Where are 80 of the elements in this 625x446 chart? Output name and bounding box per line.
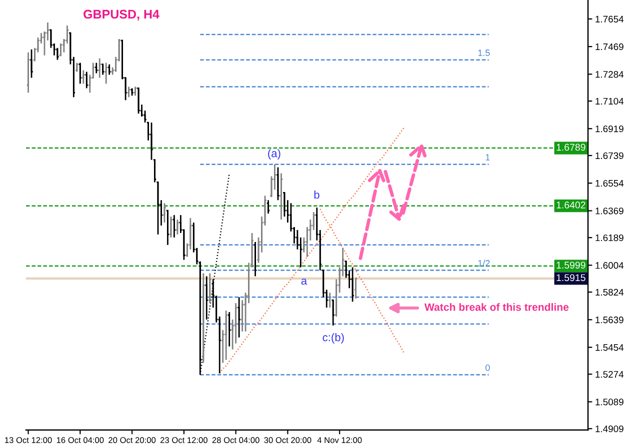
annotation: (a)	[268, 149, 280, 160]
candlestick	[100, 64, 105, 76]
candlestick	[276, 166, 280, 201]
candlestick	[266, 199, 270, 214]
y-tick-label: 1.6004	[596, 262, 624, 269]
y-tick-label: 1.6554	[596, 180, 624, 187]
y-tick-label: 1.7469	[596, 43, 624, 50]
candlestick	[156, 182, 160, 236]
y-tick-label: 1.5639	[596, 316, 624, 324]
y-tick-label: 1.5274	[596, 371, 624, 378]
x-tick-label: 23 Oct 12:00	[160, 437, 208, 444]
annotation: Watch break of this trendline	[424, 303, 569, 311]
candlestick	[201, 272, 206, 364]
x-tick-label: 16 Oct 04:00	[56, 437, 104, 444]
candlestick	[126, 86, 131, 98]
candlestick	[84, 71, 89, 89]
candlestick	[298, 236, 303, 268]
y-tick-label: 1.7654	[596, 16, 624, 22]
y-tick-label: 1.5089	[596, 398, 624, 406]
candlestick	[48, 29, 54, 49]
candlestick	[55, 47, 60, 61]
candlestick	[81, 70, 86, 84]
candlestick	[227, 311, 232, 348]
candlestick	[162, 202, 167, 224]
candlestick	[29, 48, 34, 78]
candlestick	[208, 272, 212, 304]
x-tick-label: 30 Oct 20:00	[264, 437, 312, 444]
candlestick	[312, 211, 316, 231]
candlestick	[331, 299, 336, 326]
candlestick	[136, 88, 141, 114]
x-tick-label: 20 Oct 20:00	[108, 437, 156, 444]
ref-line-label: 1.6402	[556, 202, 586, 208]
candlestick	[204, 276, 209, 320]
candlestick	[224, 310, 228, 361]
ref-line-label: 1.5915	[556, 274, 586, 282]
candlestick	[107, 64, 112, 76]
x-tick-label: 28 Oct 04:00	[212, 437, 260, 444]
y-tick-label: 1.6189	[596, 234, 624, 242]
candlestick	[98, 58, 102, 78]
candlestick	[240, 299, 244, 332]
candlestick	[58, 42, 63, 56]
x-tick-label: 4 Nov 12:00	[317, 437, 362, 444]
candlestick	[282, 192, 287, 218]
candlestick	[350, 266, 355, 302]
y-tick-label: 1.6369	[596, 208, 624, 214]
candlestick	[168, 216, 174, 238]
candlestick	[279, 172, 284, 220]
ref-line-label: 1.6789	[556, 144, 586, 151]
series-label: 0	[485, 364, 490, 371]
annotation: a	[301, 278, 308, 285]
series-label: 1	[486, 154, 490, 160]
y-tick-label: 1.5454	[596, 344, 624, 351]
annotation: b	[314, 190, 320, 199]
text: GBPUSD, H4	[84, 10, 160, 20]
y-tick-label: 1.4909	[596, 425, 624, 432]
candlestick	[94, 62, 98, 74]
candlestick	[65, 24, 70, 44]
x-tick-label: 13 Oct 12:00	[5, 437, 52, 444]
candlestick	[104, 62, 108, 84]
candlestick	[166, 210, 170, 246]
ref-line-label: 1.5999	[556, 262, 586, 269]
y-tick-label: 1.7104	[596, 98, 624, 105]
candlestick	[354, 277, 358, 300]
y-tick-label: 1.6739	[596, 152, 624, 160]
candlestick	[237, 296, 242, 338]
y-tick-label: 1.6919	[596, 125, 624, 132]
line-series	[218, 126, 406, 374]
candlestick	[295, 229, 300, 250]
annotation: c:(b)	[322, 333, 344, 344]
candlestick	[26, 52, 30, 94]
candlestick	[78, 62, 82, 84]
y-tick-label: 1.5824	[596, 288, 624, 296]
candlestick	[253, 241, 258, 277]
candlestick	[175, 218, 180, 236]
y-tick-label: 1.7284	[596, 71, 624, 78]
candlestick	[269, 176, 274, 198]
candlestick	[328, 292, 332, 308]
candlestick	[172, 214, 176, 238]
series-label: 1/2	[478, 260, 490, 266]
series-label: 1.5	[478, 50, 490, 56]
